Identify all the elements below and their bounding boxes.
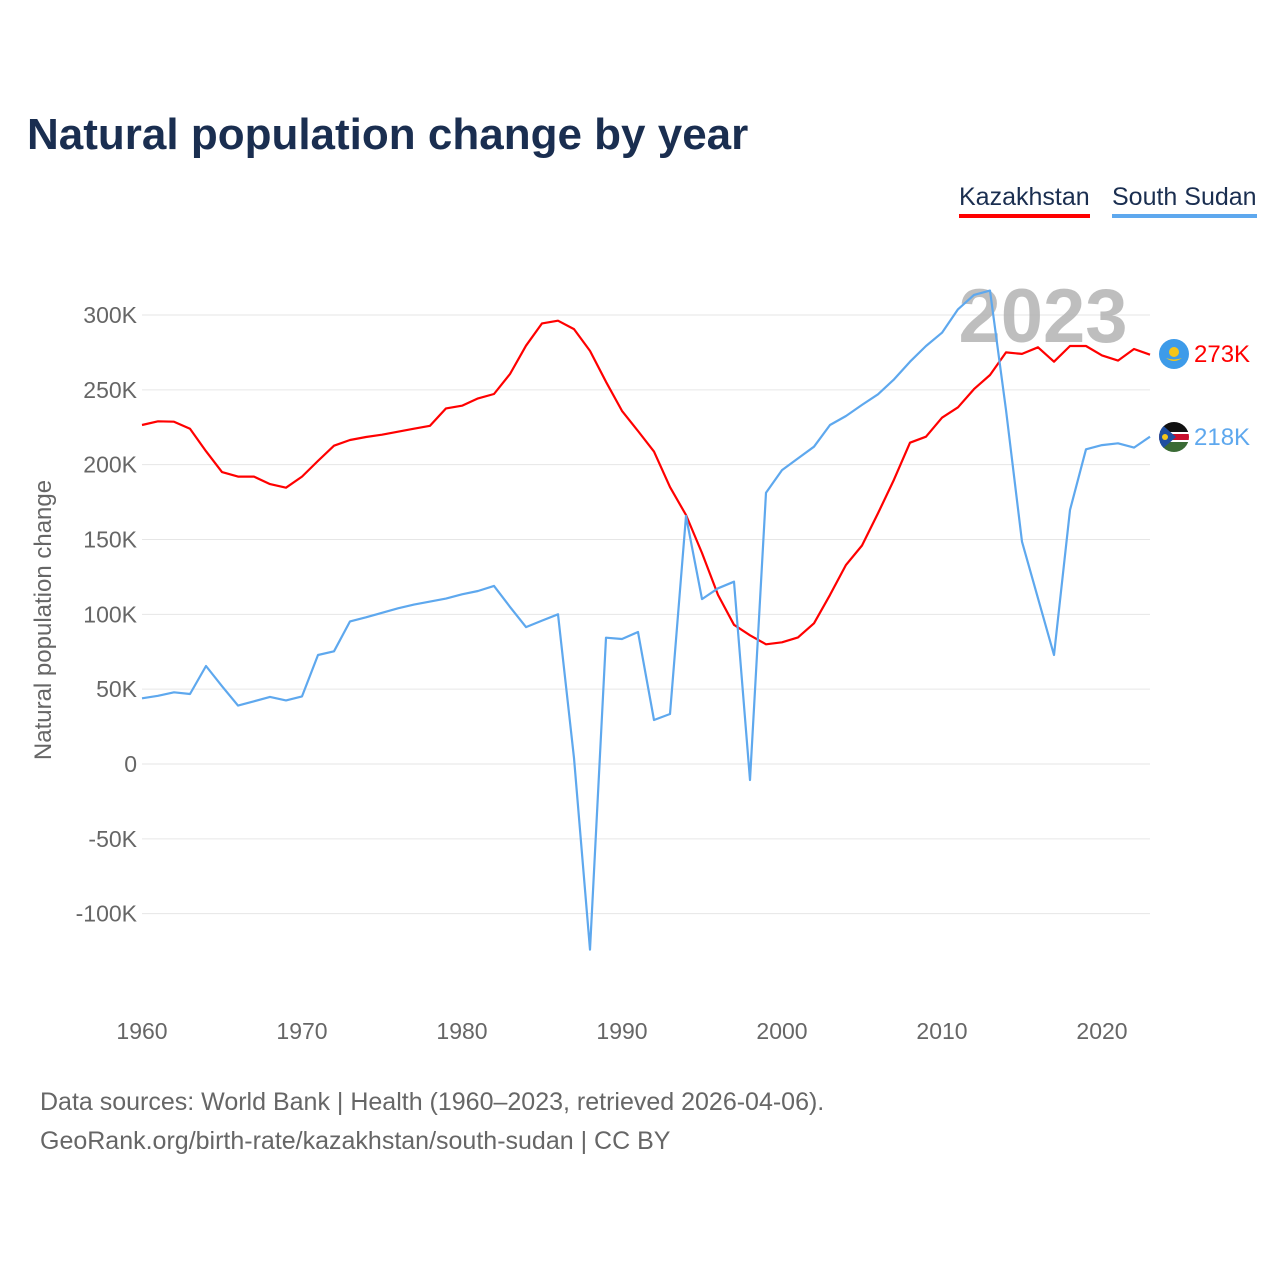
grid-lines: [142, 314, 1150, 915]
y-tick-label: 150K: [83, 527, 137, 553]
x-tick-label: 1970: [276, 1018, 327, 1044]
legend-item-south-sudan[interactable]: South Sudan: [1112, 183, 1257, 218]
x-tick-label: 1960: [116, 1018, 167, 1044]
y-axis-label: Natural population change: [30, 480, 57, 760]
x-tick-label: 1990: [596, 1018, 647, 1044]
y-tick-label: -100K: [76, 901, 138, 927]
chart-title: Natural population change by year: [27, 110, 749, 159]
series-line-kazakhstan: [141, 319, 1151, 646]
x-tick-label: 2010: [916, 1018, 967, 1044]
series-line-south-sudan: [141, 289, 1151, 951]
y-axis-ticks: -100K -50K 0 50K 100K 150K 200K 250K 300K: [76, 302, 138, 927]
south-sudan-end-label: 218K: [1194, 424, 1250, 451]
x-tick-label: 2020: [1076, 1018, 1127, 1044]
kazakhstan-flag-icon: [1159, 339, 1189, 369]
y-tick-label: 200K: [83, 452, 137, 478]
legend-item-kazakhstan[interactable]: Kazakhstan: [959, 183, 1090, 218]
kazakhstan-end-label: 273K: [1194, 341, 1250, 368]
y-tick-label: 50K: [96, 676, 138, 702]
series-lines: [141, 289, 1151, 951]
y-tick-label: 250K: [83, 377, 137, 403]
south-sudan-flag-icon: [1159, 422, 1189, 452]
y-tick-label: 0: [124, 751, 137, 777]
year-watermark: 2023: [958, 274, 1127, 359]
x-tick-label: 2000: [756, 1018, 807, 1044]
y-tick-label: -50K: [88, 826, 137, 852]
y-tick-label: 300K: [83, 302, 137, 328]
footer-url: GeoRank.org/birth-rate/kazakhstan/south-…: [40, 1127, 671, 1155]
x-axis-ticks: 1960 1970 1980 1990 2000 2010 2020: [116, 1018, 1127, 1044]
footer-source: Data sources: World Bank | Health (1960–…: [40, 1088, 825, 1116]
y-tick-label: 100K: [83, 601, 137, 627]
x-tick-label: 1980: [436, 1018, 487, 1044]
